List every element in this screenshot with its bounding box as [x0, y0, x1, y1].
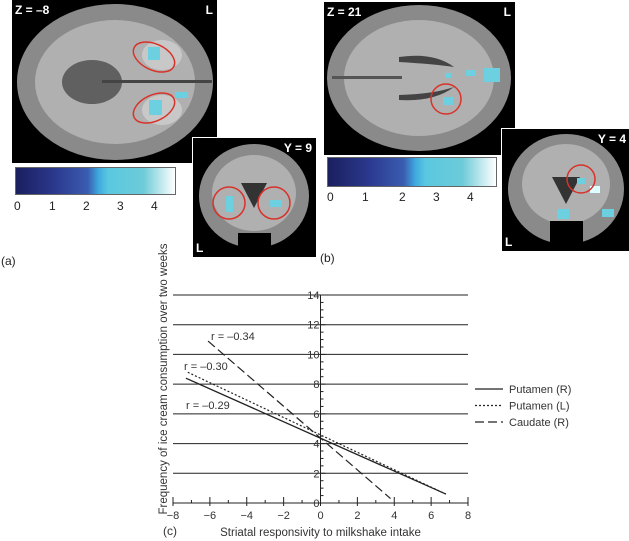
activation-cluster: [270, 200, 282, 207]
roi-circle: [212, 186, 246, 220]
x-tick-label: −2: [277, 510, 290, 522]
activation-cluster: [577, 178, 585, 184]
x-tick-label: 8: [465, 510, 471, 522]
slice-label: Z = 21: [327, 5, 362, 19]
slice-label: Y = 4: [597, 132, 626, 146]
activation-cluster: [149, 100, 162, 115]
y-tick-label: 0: [313, 498, 319, 510]
coronal-brain-image-b: Y = 4 L: [501, 128, 629, 252]
coronal-brain-image-a: Y = 9 L: [192, 137, 317, 258]
series-line-putamen-l-: [187, 371, 447, 495]
panel-label-a: (a): [1, 254, 16, 268]
slice-label: Y = 9: [283, 141, 312, 155]
roi-circle: [132, 41, 176, 73]
colorbar-tick: 4: [467, 190, 474, 204]
x-tick-label: 6: [428, 510, 434, 522]
activation-cluster: [226, 196, 233, 212]
activation-cluster: [175, 92, 188, 98]
activation-cluster: [484, 68, 500, 82]
y-axis-label: Frequency of ice cream consumption over …: [158, 243, 170, 514]
correlation-annotation: r = –0.30: [184, 361, 228, 373]
roi-circle: [257, 186, 291, 220]
y-tick-label: 8: [313, 379, 319, 391]
activation-cluster: [557, 209, 569, 219]
slice-label: Z = –8: [15, 3, 50, 17]
colorbar-a: [15, 167, 176, 195]
side-label: L: [503, 5, 511, 19]
series-line-putamen-r-: [185, 377, 447, 495]
colorbar-tick: 1: [49, 199, 56, 213]
roi-circle: [566, 164, 596, 194]
y-tick-label: 6: [313, 409, 319, 421]
y-tick-label: 4: [313, 439, 319, 451]
series-line-caudate-r-: [207, 340, 391, 499]
x-tick-label: −4: [240, 510, 253, 522]
y-tick-label: 10: [307, 349, 319, 361]
x-tick-label: −8: [167, 510, 180, 522]
colorbar-b: [327, 157, 497, 187]
axial-brain-image-a: Z = –8 L: [12, 0, 217, 163]
panel-label-c: (c): [163, 524, 177, 538]
activation-cluster: [443, 97, 453, 105]
roi-circle: [132, 92, 176, 124]
y-tick-label: 14: [307, 290, 319, 302]
side-label: L: [196, 241, 204, 255]
x-tick-label: 2: [354, 510, 360, 522]
colorbar-tick: 3: [117, 199, 124, 213]
colorbar-tick: 0: [327, 190, 334, 204]
x-tick-label: 0: [317, 510, 323, 522]
axial-brain-image-b: Z = 21 L: [324, 2, 515, 155]
correlation-annotation: r = –0.34: [211, 331, 255, 343]
correlation-annotation: r = –0.29: [186, 400, 230, 412]
legend-label: Putamen (R): [509, 384, 571, 396]
panel-label-b: (b): [320, 251, 335, 265]
roi-circle: [430, 83, 462, 115]
x-tick-label: 4: [391, 510, 397, 522]
legend-label: Caudate (R): [509, 417, 569, 429]
side-label: L: [205, 3, 213, 17]
colorbar-tick: 3: [433, 190, 440, 204]
legend-label: Putamen (L): [509, 401, 570, 413]
activation-cluster: [602, 209, 614, 217]
colorbar-tick: 4: [151, 199, 158, 213]
y-tick-label: 2: [313, 468, 319, 480]
colorbar-tick: 0: [14, 199, 21, 213]
activation-cluster: [445, 73, 451, 78]
y-tick-label: 12: [307, 320, 319, 332]
activation-cluster: [590, 186, 600, 193]
colorbar-tick: 2: [83, 199, 90, 213]
colorbar-tick: 1: [362, 190, 369, 204]
activation-cluster: [466, 70, 476, 76]
activation-cluster: [148, 47, 160, 60]
x-axis-label: Striatal responsivity to milkshake intak…: [220, 527, 421, 539]
colorbar-tick: 2: [399, 190, 406, 204]
x-tick-label: −6: [204, 510, 217, 522]
side-label: L: [505, 235, 513, 249]
